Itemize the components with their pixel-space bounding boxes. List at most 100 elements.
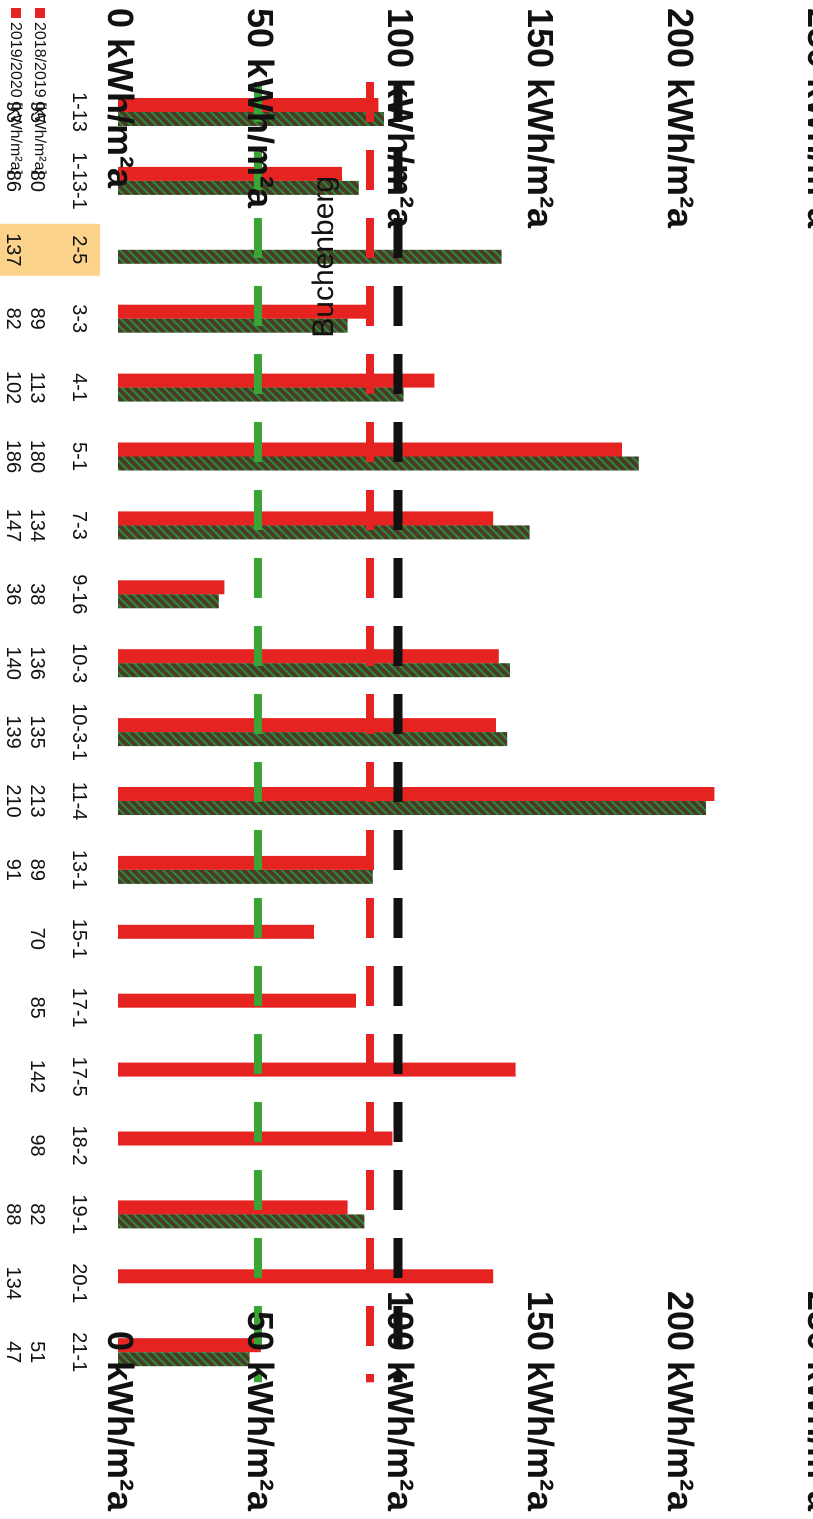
annotation-label: Buchenberg — [307, 176, 340, 338]
category-label: 20-1 — [68, 1263, 90, 1303]
category-label: 13-1 — [68, 850, 90, 890]
category-label: 9-16 — [68, 574, 90, 614]
bar-red — [118, 98, 379, 112]
bar-dark — [118, 112, 384, 126]
value-label-row2: 86 — [2, 170, 24, 192]
value-label-row1: 180 — [26, 440, 48, 473]
bar-dark — [118, 318, 348, 333]
category-highlight — [0, 223, 100, 276]
bar-dark — [118, 525, 530, 540]
category-label: 3-3 — [68, 304, 90, 333]
value-label-row2: 91 — [2, 859, 24, 881]
category-label: 19-1 — [68, 1194, 90, 1234]
category-label: 10-3-1 — [68, 703, 90, 761]
value-label-row1: 82 — [26, 1203, 48, 1225]
value-label-row1: 38 — [26, 583, 48, 605]
value-label-row1: 89 — [26, 859, 48, 881]
legend-swatch — [35, 8, 45, 18]
value-label-row1: 142 — [26, 1060, 48, 1093]
y-axis-label-right: 200 kWh/m²a — [660, 1291, 701, 1512]
category-label: 1-13-1 — [68, 152, 90, 210]
bar-red — [118, 855, 368, 870]
category-label: 17-1 — [68, 988, 90, 1028]
bar-red — [118, 718, 496, 733]
value-label-row1: 51 — [26, 1341, 48, 1363]
value-label-row2: 102 — [2, 371, 24, 404]
value-label-row2: 88 — [2, 1203, 24, 1225]
y-axis-label-left: 200 kWh/m²a — [660, 8, 701, 229]
y-axis-label-left: 250 kWh/m²a — [800, 8, 813, 229]
bar-dark — [118, 732, 508, 747]
value-label-row1: 134 — [26, 509, 48, 542]
value-label-row1: 136 — [26, 647, 48, 680]
bar-dark — [117, 180, 359, 195]
bar-dark — [117, 594, 219, 609]
value-label-row1: 98 — [26, 1134, 48, 1156]
bar-dark — [118, 456, 639, 471]
y-axis-label-left: 150 kWh/m²a — [520, 8, 561, 229]
bar-dark — [118, 1214, 365, 1229]
value-label-row2: 139 — [2, 715, 24, 748]
value-label-row2: 186 — [2, 440, 24, 473]
bar-red — [118, 1200, 348, 1215]
value-label-row2: 147 — [2, 509, 24, 542]
y-axis-label-left: 50 kWh/m²a — [240, 8, 281, 209]
value-label-row2: 134 — [2, 1267, 24, 1300]
bar-dark — [118, 249, 502, 264]
value-label-row1: 80 — [26, 170, 48, 192]
bar-red — [118, 993, 356, 1008]
value-label-row2: 47 — [2, 1341, 24, 1363]
value-label-row1: 95 — [26, 101, 48, 123]
bar-red — [118, 649, 499, 664]
bar-red — [118, 304, 368, 319]
category-label: 5-1 — [68, 442, 90, 471]
bar-dark — [118, 801, 706, 815]
y-axis-label-left: 0 kWh/m²a — [100, 8, 141, 189]
bar-dark — [117, 869, 373, 884]
legend-label: 2018/2019 [kWh/m²a] — [31, 22, 48, 175]
value-label-row2: 137 — [2, 233, 24, 266]
value-label-row2: 140 — [2, 647, 24, 680]
category-label: 18-2 — [68, 1125, 90, 1165]
value-label-row1: 135 — [26, 715, 48, 748]
legend-swatch — [11, 8, 21, 18]
y-axis-label-right: 50 kWh/m²a — [240, 1311, 281, 1512]
y-axis-label-right: 100 kWh/m²a — [380, 1291, 421, 1512]
value-label-row2: 93 — [2, 101, 24, 123]
value-label-row2: 210 — [2, 784, 24, 817]
category-label: 10-3 — [68, 643, 90, 683]
bar-red — [118, 1269, 494, 1284]
y-axis-label-left: 100 kWh/m²a — [380, 8, 421, 229]
legend-label: 2019/2020 [kWh/m²a] — [7, 22, 24, 175]
value-label-row2: 36 — [2, 583, 24, 605]
category-label: 15-1 — [68, 919, 90, 959]
category-label: 21-1 — [68, 1332, 90, 1372]
bar-red — [117, 1338, 261, 1353]
value-label-row1: 70 — [26, 928, 48, 950]
value-label-row1: 113 — [26, 372, 48, 404]
category-label: 4-1 — [68, 373, 90, 402]
category-label: 17-5 — [68, 1057, 90, 1097]
bar-red — [118, 166, 342, 181]
bar-red — [118, 511, 494, 526]
y-axis-label-right: 250 kWh/m²a — [800, 1291, 813, 1512]
value-label-row2: 82 — [2, 308, 24, 330]
bar-dark — [118, 387, 404, 402]
bar-red — [118, 1062, 516, 1077]
bar-dark — [118, 663, 510, 678]
y-axis-label-right: 150 kWh/m²a — [520, 1291, 561, 1512]
y-axis-label-right: 0 kWh/m²a — [100, 1331, 141, 1512]
value-label-row1: 213 — [26, 784, 48, 817]
bar-red — [118, 924, 314, 939]
category-label: 1-13 — [68, 92, 90, 132]
category-label: 7-3 — [68, 511, 90, 540]
value-label-row1: 85 — [26, 997, 48, 1019]
category-label: 11-4 — [68, 782, 90, 821]
value-label-row1: 89 — [26, 308, 48, 330]
bar-dark — [117, 1352, 250, 1367]
bar-red — [117, 787, 715, 801]
bar-red — [118, 373, 435, 388]
bar-red — [118, 580, 225, 595]
